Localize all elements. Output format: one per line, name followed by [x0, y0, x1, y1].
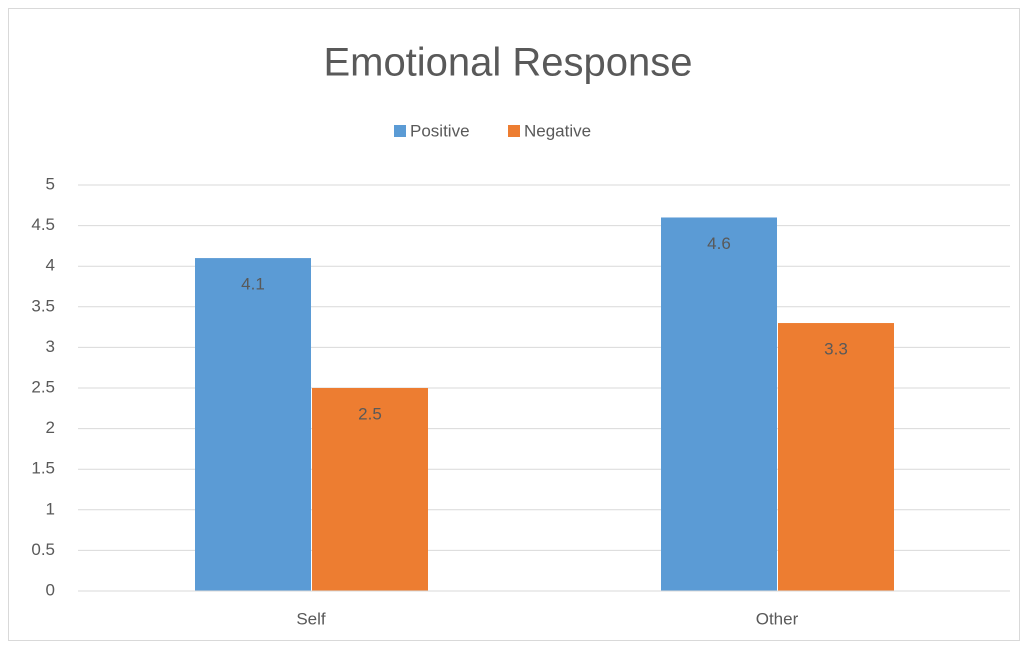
bar	[312, 388, 428, 591]
y-tick-label: 4	[46, 256, 55, 275]
y-tick-label: 2.5	[31, 377, 55, 396]
y-tick-label: 2	[46, 418, 55, 437]
data-label: 4.1	[241, 275, 265, 294]
x-tick-label: Self	[296, 609, 326, 628]
y-tick-label: 3.5	[31, 296, 55, 315]
x-tick-label: Other	[756, 609, 799, 628]
legend-swatch	[508, 125, 520, 137]
y-tick-label: 1	[46, 499, 55, 518]
y-tick-label: 0	[46, 580, 55, 599]
data-label: 3.3	[824, 340, 848, 359]
bar	[195, 258, 311, 591]
chart-title: Emotional Response	[323, 41, 692, 85]
data-label: 2.5	[358, 404, 382, 423]
legend-label: Positive	[410, 121, 470, 140]
legend-label: Negative	[524, 121, 591, 140]
y-tick-label: 4.5	[31, 215, 55, 234]
legend-swatch	[394, 125, 406, 137]
y-tick-label: 5	[46, 174, 55, 193]
data-label: 4.6	[707, 234, 731, 253]
y-tick-label: 1.5	[31, 459, 55, 478]
bar	[778, 323, 894, 591]
bar	[661, 217, 777, 592]
y-tick-label: 3	[46, 337, 55, 356]
y-tick-label: 0.5	[31, 540, 55, 559]
